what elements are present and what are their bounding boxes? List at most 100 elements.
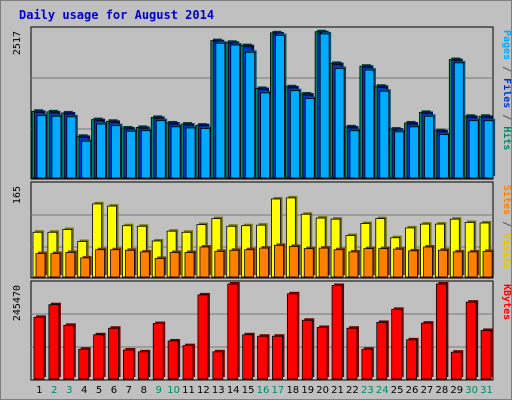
legend-bottom: KBytes bbox=[501, 284, 511, 320]
legend-middle-part-1: / bbox=[501, 215, 511, 233]
bar-kbytes-day-16 bbox=[257, 334, 270, 380]
legend-middle-part-0: Sites bbox=[501, 185, 511, 215]
bar-sites-day-11 bbox=[184, 250, 197, 278]
bar-pages-day-29 bbox=[453, 60, 466, 179]
bar-kbytes-day-20 bbox=[316, 325, 330, 380]
bar-pages-day-22-face bbox=[349, 130, 360, 179]
bar-sites-day-27 bbox=[423, 245, 435, 278]
bar-pages-day-10 bbox=[170, 124, 183, 179]
bar-pages-day-16-face bbox=[260, 92, 270, 179]
bar-pages-day-28 bbox=[438, 132, 451, 179]
bar-pages-day-30-face bbox=[468, 120, 479, 179]
bar-kbytes-day-15-face bbox=[242, 334, 254, 380]
bar-sites-day-9-face bbox=[154, 258, 165, 278]
x-tick-label-day-5: 5 bbox=[96, 385, 102, 396]
bar-sites-day-15 bbox=[244, 247, 256, 278]
bar-sites-day-3-face bbox=[65, 252, 76, 278]
bar-sites-day-17 bbox=[274, 243, 286, 278]
bar-sites-day-23-face bbox=[363, 248, 374, 278]
bar-kbytes-day-15 bbox=[242, 332, 255, 380]
bar-sites-day-7-face bbox=[125, 249, 135, 278]
bar-kbytes-day-13 bbox=[212, 349, 225, 380]
x-tick-label-day-24: 24 bbox=[376, 385, 389, 396]
legend-middle: Sites / Visits bbox=[501, 185, 511, 269]
bar-pages-day-9 bbox=[155, 118, 168, 179]
bar-sites-day-14 bbox=[229, 248, 241, 278]
x-tick-label-day-7: 7 bbox=[126, 385, 132, 396]
x-tick-label-day-19: 19 bbox=[301, 385, 314, 396]
bar-sites-day-20 bbox=[318, 246, 331, 278]
bar-kbytes-day-26-face bbox=[406, 339, 417, 380]
bar-pages-day-9-face bbox=[155, 120, 166, 179]
bar-pages-day-23 bbox=[364, 68, 376, 179]
x-tick-label-day-13: 13 bbox=[212, 385, 225, 396]
bar-sites-day-12 bbox=[199, 245, 211, 278]
bar-pages-day-22 bbox=[349, 128, 361, 179]
bar-pages-day-12-face bbox=[200, 128, 211, 179]
bar-kbytes-day-28 bbox=[435, 282, 449, 380]
x-tick-label-day-1: 1 bbox=[36, 385, 42, 396]
x-tick-label-day-14: 14 bbox=[227, 385, 240, 396]
bar-sites-day-18-face bbox=[288, 246, 299, 278]
axis-max-label-top: 2517 bbox=[12, 31, 23, 55]
x-tick-label-day-8: 8 bbox=[141, 385, 147, 396]
bar-pages-day-24 bbox=[379, 89, 391, 179]
bar-sites-day-18 bbox=[288, 244, 301, 278]
bar-kbytes-day-1 bbox=[33, 315, 46, 380]
bar-sites-day-7 bbox=[125, 248, 137, 278]
legend-middle-part-2: Visits bbox=[501, 233, 511, 269]
bar-kbytes-day-27 bbox=[421, 321, 434, 380]
bar-pages-day-23-face bbox=[364, 69, 375, 179]
bar-sites-day-22-face bbox=[348, 251, 359, 278]
bar-kbytes-day-17 bbox=[272, 334, 285, 380]
bar-pages-day-20 bbox=[319, 31, 332, 179]
bar-kbytes-day-14 bbox=[227, 282, 240, 380]
x-tick-label-day-25: 25 bbox=[391, 385, 404, 396]
x-tick-label-day-9: 9 bbox=[155, 385, 161, 396]
bar-sites-day-27-face bbox=[423, 246, 433, 278]
bar-kbytes-day-14-face bbox=[227, 283, 239, 380]
bar-pages-day-31-face bbox=[483, 120, 494, 179]
bar-pages-day-14-face bbox=[230, 44, 241, 179]
bar-sites-day-24 bbox=[378, 246, 390, 278]
x-tick-label-day-18: 18 bbox=[286, 385, 299, 396]
bar-kbytes-day-16-face bbox=[257, 335, 268, 380]
bar-pages-day-25 bbox=[394, 129, 406, 179]
bar-sites-day-13 bbox=[214, 249, 226, 278]
bar-sites-day-8-face bbox=[139, 251, 150, 278]
bar-pages-day-8-face bbox=[140, 130, 151, 179]
x-tick-label-day-15: 15 bbox=[242, 385, 255, 396]
bar-kbytes-day-18 bbox=[286, 291, 300, 380]
bar-pages-day-5-face bbox=[96, 123, 107, 179]
bar-sites-day-26-face bbox=[408, 250, 418, 278]
bar-kbytes-day-25 bbox=[391, 307, 404, 380]
bar-sites-day-21-face bbox=[333, 249, 344, 278]
bar-sites-day-26 bbox=[408, 248, 420, 278]
bar-pages-day-2 bbox=[51, 114, 63, 179]
bar-pages-day-21-face bbox=[334, 68, 345, 179]
bar-pages-day-19 bbox=[304, 96, 317, 179]
bar-kbytes-day-30 bbox=[465, 300, 479, 380]
bar-kbytes-day-2 bbox=[48, 302, 61, 380]
bar-sites-day-11-face bbox=[184, 252, 195, 278]
bar-pages-day-18 bbox=[289, 88, 302, 179]
bar-kbytes-day-13-face bbox=[212, 351, 224, 380]
bar-kbytes-day-11-face bbox=[182, 345, 194, 380]
bar-sites-day-10-face bbox=[169, 252, 180, 278]
x-tick-label-day-21: 21 bbox=[331, 385, 344, 396]
bar-sites-day-22 bbox=[348, 249, 360, 278]
bar-pages-day-25-face bbox=[394, 131, 405, 179]
axis-max-label-middle: 165 bbox=[12, 186, 23, 204]
bar-pages-day-16 bbox=[260, 90, 272, 179]
bar-kbytes-day-24-face bbox=[376, 322, 388, 380]
bar-kbytes-day-19 bbox=[301, 318, 315, 380]
bar-sites-day-4-face bbox=[80, 257, 91, 278]
bar-pages-day-27-face bbox=[424, 115, 434, 179]
bar-kbytes-day-25-face bbox=[391, 308, 403, 380]
bar-sites-day-4 bbox=[80, 255, 92, 278]
bar-sites-day-6 bbox=[110, 247, 122, 278]
bar-pages-day-10-face bbox=[170, 126, 181, 179]
bar-kbytes-day-1-face bbox=[33, 316, 45, 380]
x-tick-label-day-16: 16 bbox=[257, 385, 270, 396]
legend-top-part-1: / bbox=[501, 60, 511, 78]
